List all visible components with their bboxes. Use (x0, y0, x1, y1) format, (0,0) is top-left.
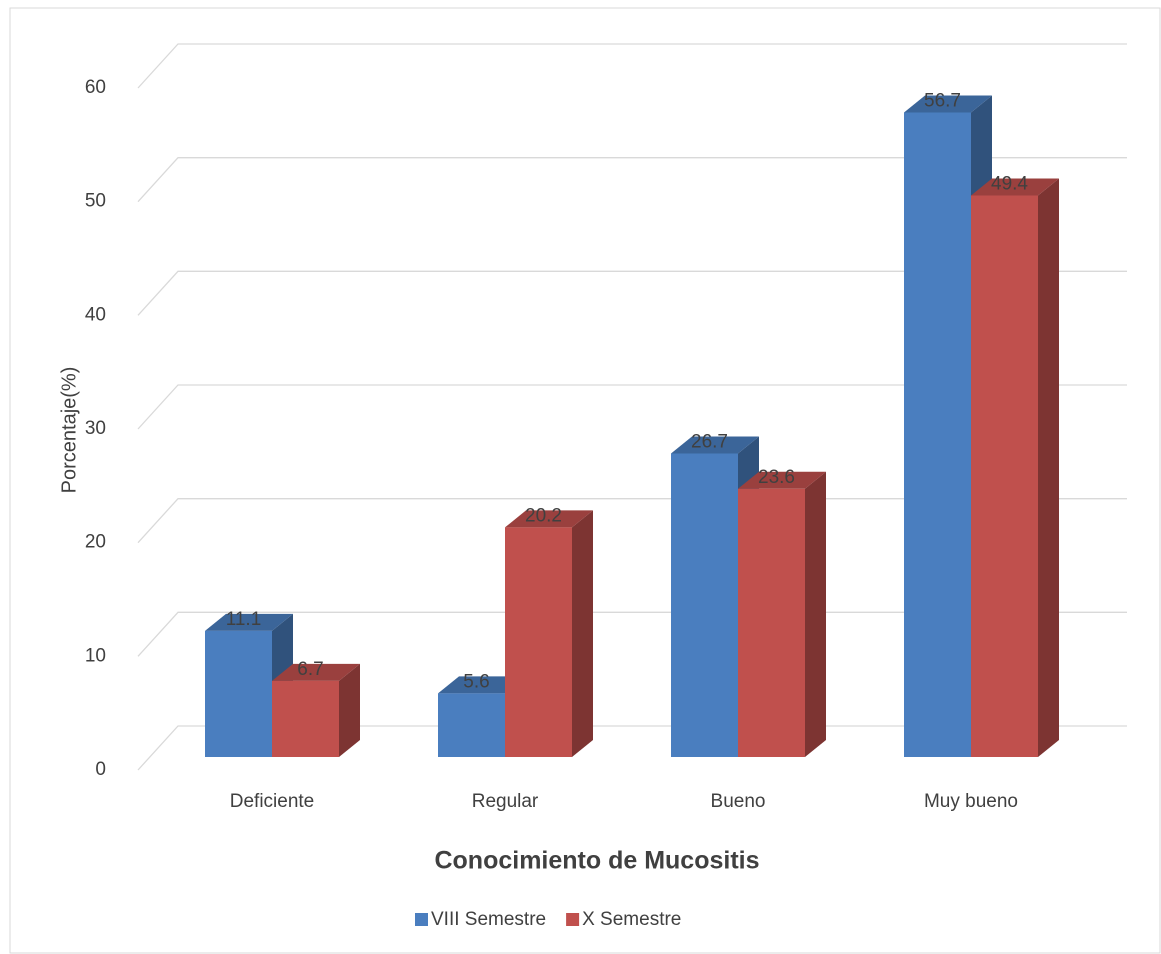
data-label: 23.6 (758, 467, 795, 488)
bar-face (805, 471, 826, 757)
y-tick-label: 40 (85, 304, 106, 325)
y-tick-label: 20 (85, 532, 106, 553)
bar-face (904, 95, 992, 113)
bar-face (505, 527, 572, 757)
bar (505, 510, 593, 757)
chart-border (9, 7, 1161, 954)
data-label: 26.7 (691, 432, 728, 453)
grid-line (137, 270, 1127, 316)
x-tick-label: Muy bueno (924, 791, 1018, 812)
grid-line (137, 384, 1127, 430)
x-tick-label: Bueno (711, 791, 766, 812)
legend-swatch (415, 913, 428, 926)
bar-face (505, 510, 593, 528)
bar-face (671, 453, 738, 757)
bar (738, 471, 826, 757)
grid-line (137, 157, 1127, 203)
legend-swatch (566, 913, 580, 926)
bar-face (738, 488, 805, 757)
chart-title: Conocimiento de Mucositis (434, 847, 759, 875)
y-tick-label: 50 (85, 191, 106, 212)
legend-label: VIII Semestre (431, 909, 546, 930)
bar (971, 178, 1059, 757)
bar-face (205, 613, 293, 631)
bar-face (904, 112, 971, 757)
bar-face (272, 663, 360, 681)
bar (272, 663, 360, 757)
bar-face (738, 471, 826, 489)
data-label: 56.7 (924, 91, 961, 112)
grid-line (137, 43, 1127, 89)
y-tick-label: 0 (95, 759, 106, 780)
data-label: 20.2 (525, 505, 562, 526)
bar-face (339, 663, 360, 757)
data-label: 6.7 (297, 659, 323, 680)
legend-label: X Semestre (582, 909, 681, 930)
bar-face (272, 680, 339, 757)
data-label: 49.4 (991, 174, 1028, 195)
y-axis-label: Porcentaje(%) (58, 367, 80, 494)
bar-face (971, 195, 1038, 757)
x-tick-label: Deficiente (230, 791, 315, 812)
bar-face (572, 510, 593, 757)
y-tick-label: 60 (85, 77, 106, 98)
bar-face (971, 178, 1059, 196)
x-tick-label: Regular (472, 791, 539, 812)
y-tick-label: 10 (85, 645, 106, 666)
bar-face (671, 436, 759, 454)
data-label: 5.6 (463, 671, 489, 692)
bar-face (1038, 178, 1059, 757)
bar-face (205, 630, 272, 757)
bar-face (438, 693, 505, 757)
y-tick-label: 30 (85, 418, 106, 439)
bar-face (438, 676, 526, 694)
data-label: 11.1 (226, 609, 262, 630)
